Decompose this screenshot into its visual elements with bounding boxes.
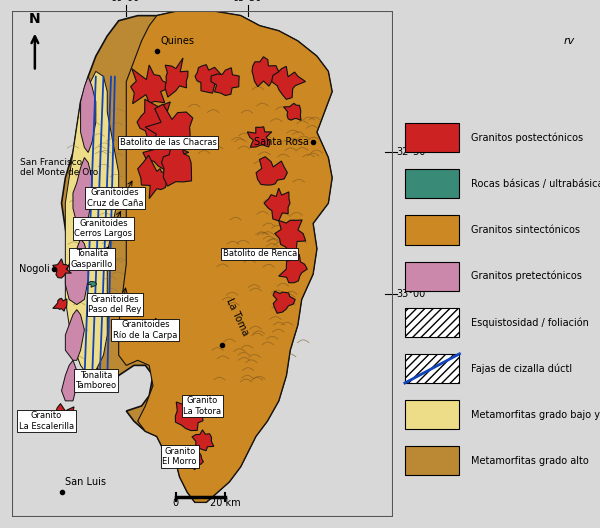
Text: Granitos sintectónicos: Granitos sintectónicos xyxy=(471,225,580,235)
Polygon shape xyxy=(143,137,189,169)
Text: Nogoli: Nogoli xyxy=(19,264,50,274)
Polygon shape xyxy=(187,452,203,470)
Polygon shape xyxy=(264,188,290,221)
Bar xyxy=(405,169,460,199)
Text: Granito
El Morro: Granito El Morro xyxy=(163,447,197,466)
Polygon shape xyxy=(192,430,214,451)
Polygon shape xyxy=(256,157,287,185)
Polygon shape xyxy=(275,220,306,251)
Polygon shape xyxy=(87,281,97,287)
Bar xyxy=(405,215,460,244)
Text: Fajas de cizalla dúctl: Fajas de cizalla dúctl xyxy=(471,363,572,374)
Polygon shape xyxy=(53,259,71,278)
Bar xyxy=(405,123,460,152)
Text: Quines: Quines xyxy=(161,36,194,46)
Polygon shape xyxy=(56,403,74,432)
Polygon shape xyxy=(161,146,191,186)
Polygon shape xyxy=(211,68,239,96)
Text: Batolito de las Chacras: Batolito de las Chacras xyxy=(120,138,217,147)
Text: Rocas básicas / ultrabásicas: Rocas básicas / ultrabásicas xyxy=(471,179,600,189)
Text: 32°30': 32°30' xyxy=(397,147,428,157)
Polygon shape xyxy=(119,11,332,502)
Text: Metamorfitas grado bajo y medio: Metamorfitas grado bajo y medio xyxy=(471,410,600,420)
Bar xyxy=(405,446,460,475)
Text: N: N xyxy=(29,12,41,26)
Text: rv: rv xyxy=(563,36,575,46)
Polygon shape xyxy=(73,157,92,229)
Text: Granitoides
Cerros Largos: Granitoides Cerros Largos xyxy=(74,219,133,238)
Polygon shape xyxy=(165,58,188,97)
Polygon shape xyxy=(273,291,295,313)
Text: 65°30': 65°30' xyxy=(232,0,264,3)
Polygon shape xyxy=(195,64,223,93)
Text: 0: 0 xyxy=(173,498,179,508)
Text: San Francisco
del Monte de Oro: San Francisco del Monte de Oro xyxy=(20,158,98,177)
Polygon shape xyxy=(145,104,193,152)
Text: Esquistosidad / foliación: Esquistosidad / foliación xyxy=(471,317,589,327)
Polygon shape xyxy=(252,56,278,87)
Bar xyxy=(405,261,460,291)
Text: La Toma: La Toma xyxy=(224,296,250,337)
Polygon shape xyxy=(80,77,96,153)
Text: Granitoides
Paso del Rey: Granitoides Paso del Rey xyxy=(88,295,142,314)
Text: Granitoides
Río de la Carpa: Granitoides Río de la Carpa xyxy=(113,320,178,340)
Bar xyxy=(405,354,460,383)
Polygon shape xyxy=(131,65,173,103)
Polygon shape xyxy=(137,155,172,199)
Polygon shape xyxy=(272,67,305,99)
Polygon shape xyxy=(137,99,170,141)
Text: Granito
La Totora: Granito La Totora xyxy=(184,396,221,416)
Text: 66°00': 66°00' xyxy=(110,0,142,3)
Text: Granitos postectónicos: Granitos postectónicos xyxy=(471,133,583,143)
Text: Granitos pretectónicos: Granitos pretectónicos xyxy=(471,271,582,281)
Text: 33°00': 33°00' xyxy=(397,289,428,299)
Polygon shape xyxy=(279,254,307,283)
Text: Santa Rosa: Santa Rosa xyxy=(254,137,309,147)
Text: Batolito de Renca: Batolito de Renca xyxy=(223,249,297,258)
Polygon shape xyxy=(247,127,272,147)
Text: Granito
La Escalerilla: Granito La Escalerilla xyxy=(19,411,74,431)
Text: Granitoides
Cruz de Caña: Granitoides Cruz de Caña xyxy=(86,188,143,208)
Text: Tonalita
Tamboreo: Tonalita Tamboreo xyxy=(75,371,116,390)
Bar xyxy=(405,400,460,429)
Polygon shape xyxy=(65,239,88,305)
Polygon shape xyxy=(65,71,119,375)
Text: San Luis: San Luis xyxy=(65,477,106,487)
Polygon shape xyxy=(65,309,85,360)
Polygon shape xyxy=(62,11,332,502)
Polygon shape xyxy=(284,103,301,120)
Text: 20 km: 20 km xyxy=(210,498,241,508)
Polygon shape xyxy=(53,298,67,311)
Bar xyxy=(405,308,460,337)
Polygon shape xyxy=(175,402,203,431)
Polygon shape xyxy=(62,360,77,401)
Text: Metamorfitas grado alto: Metamorfitas grado alto xyxy=(471,456,589,466)
Text: Tonalita
Gasparillo: Tonalita Gasparillo xyxy=(71,249,113,269)
